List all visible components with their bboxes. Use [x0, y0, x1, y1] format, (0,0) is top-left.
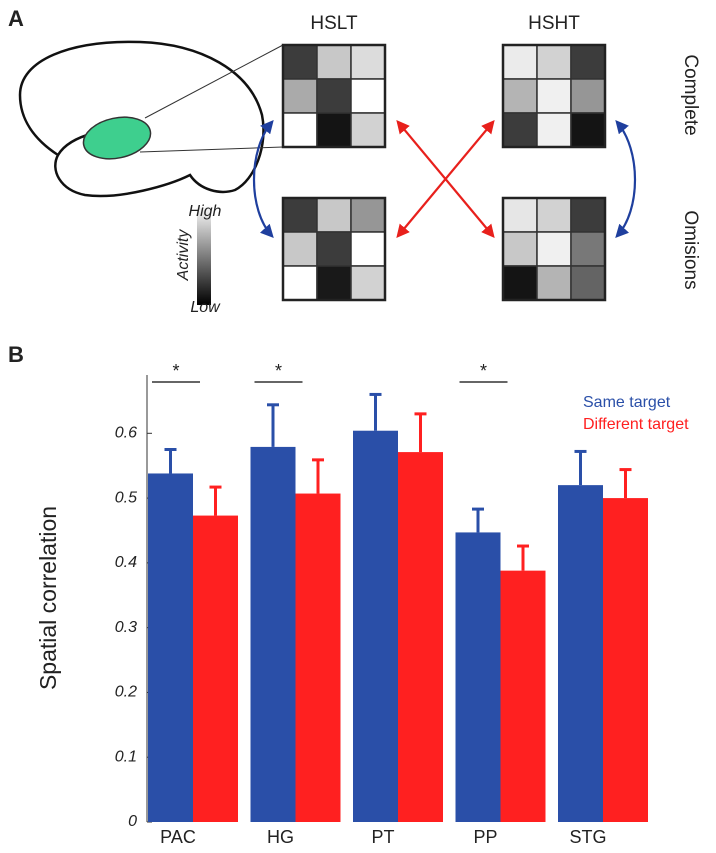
grid-border — [281, 43, 387, 149]
arrows — [252, 119, 637, 239]
y-axis-label: Spatial correlation — [35, 506, 61, 690]
grid-cell — [316, 197, 352, 233]
grid-cell — [536, 78, 572, 114]
grid-cell — [282, 231, 318, 267]
colorbar-low: Low — [190, 299, 221, 316]
y-tick-label: 0 — [128, 813, 137, 830]
condition-title: HSLT — [310, 13, 358, 34]
grid-cell — [350, 44, 386, 80]
bar — [353, 430, 398, 822]
legend-entry: Same target — [583, 394, 671, 411]
colorbar-title: Activity — [175, 229, 192, 282]
bar — [558, 485, 603, 822]
row-title: Omisions — [680, 210, 701, 289]
grid-cell — [282, 44, 318, 80]
grid-cell — [350, 112, 386, 148]
row-title: Complete — [680, 54, 701, 135]
grid-cell — [502, 231, 538, 267]
grid-cell — [282, 197, 318, 233]
legend-entry: Different target — [583, 416, 689, 433]
grid-cell — [350, 78, 386, 114]
bar — [250, 446, 296, 822]
bar — [500, 570, 546, 822]
panel-label: A — [8, 6, 24, 31]
y-tick-label: 0.4 — [115, 554, 137, 571]
significance-mark: * — [172, 361, 179, 381]
grid-border — [501, 196, 607, 302]
grid-cell — [502, 265, 538, 301]
grid-cell — [282, 112, 318, 148]
x-tick-label: STG — [569, 827, 606, 847]
grid-cell — [282, 265, 318, 301]
grid-cell — [316, 44, 352, 80]
bar — [193, 515, 238, 822]
colorbar — [197, 205, 211, 305]
grid-cell — [502, 197, 538, 233]
grid-cell — [316, 78, 352, 114]
y-tick-label: 0.1 — [115, 748, 137, 765]
grid-cell — [502, 112, 538, 148]
grid-border — [501, 43, 607, 149]
grid-cell — [570, 44, 606, 80]
bar-chart: 0 0.1 0.2 0.3 0.4 0.5 0.6 PAC HG PT PP STG * * * Same t… — [115, 361, 689, 847]
grid-cell — [316, 231, 352, 267]
grid-cell — [350, 197, 386, 233]
grid-cell — [282, 78, 318, 114]
x-tick-label: HG — [267, 827, 294, 847]
grid-cell — [502, 78, 538, 114]
grid-cell — [536, 197, 572, 233]
y-tick-label: 0.5 — [115, 489, 137, 506]
grid-cell — [536, 265, 572, 301]
x-tick-label: PP — [473, 827, 497, 847]
bar — [603, 498, 648, 822]
y-tick-label: 0.3 — [115, 619, 137, 636]
y-tick-label: 0.2 — [115, 684, 137, 701]
grid-cell — [570, 78, 606, 114]
grid-cell — [570, 231, 606, 267]
grid-cell — [570, 112, 606, 148]
condition-title: HSHT — [528, 13, 580, 34]
grid-cell — [350, 231, 386, 267]
grid-cell — [350, 265, 386, 301]
x-tick-label: PAC — [160, 827, 196, 847]
grid-cell — [536, 112, 572, 148]
grid-cell — [316, 112, 352, 148]
grid-cell — [570, 265, 606, 301]
bar — [148, 473, 193, 822]
grid-cell — [570, 197, 606, 233]
significance-mark: * — [275, 361, 282, 381]
grid-cell — [316, 265, 352, 301]
activity-grids — [281, 43, 607, 302]
y-tick-label: 0.6 — [115, 425, 137, 442]
grid-border — [281, 196, 387, 302]
grid-cell — [536, 44, 572, 80]
bar — [455, 532, 501, 822]
significance-mark: * — [480, 361, 487, 381]
panel-label: B — [8, 342, 24, 367]
brain — [18, 40, 284, 198]
grid-cell — [536, 231, 572, 267]
x-tick-label: PT — [371, 827, 394, 847]
bar — [398, 452, 443, 822]
bar — [295, 493, 341, 822]
grid-cell — [502, 44, 538, 80]
colorbar-high: High — [189, 203, 222, 220]
